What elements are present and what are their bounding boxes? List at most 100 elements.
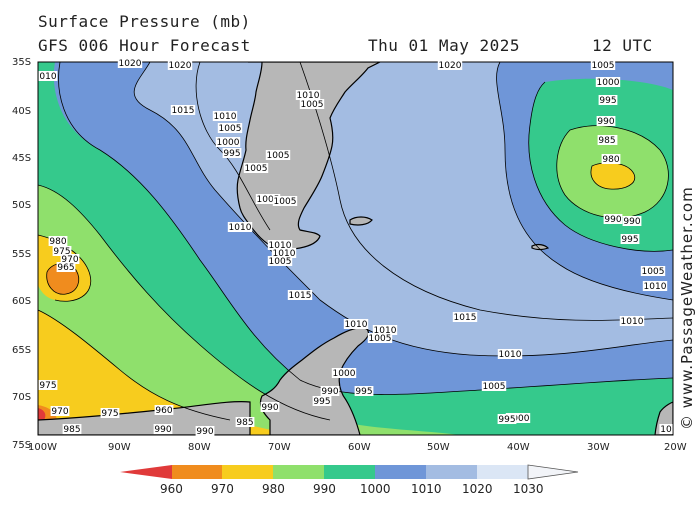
isobar-label-box xyxy=(222,148,242,158)
isobar-label-box xyxy=(595,77,621,87)
lat-tick-label: 45S xyxy=(12,153,31,164)
isobar-label-box xyxy=(260,402,280,412)
isobar-label: 1015 xyxy=(289,291,312,301)
isobar-label-box xyxy=(619,316,645,326)
isobar-label-box xyxy=(272,196,298,206)
isobar-label-box xyxy=(48,236,68,246)
legend-label: 970 xyxy=(211,482,234,496)
region-970-980 xyxy=(38,310,300,435)
lon-tick-label: 100W xyxy=(28,442,57,453)
legend-label: 1010 xyxy=(411,482,442,496)
forecast-hour: 12 UTC xyxy=(592,36,653,55)
isobar-label: 1000 xyxy=(217,138,240,148)
isobar-label: 1015 xyxy=(454,313,477,323)
isobar-label: 960 xyxy=(155,406,172,416)
isobar-line xyxy=(556,125,669,219)
lat-tick-label: 65S xyxy=(12,345,31,356)
isobar-label: 995 xyxy=(313,397,330,407)
lat-tick-label: 55S xyxy=(12,249,31,260)
isobar-label-box xyxy=(227,222,253,232)
isobar-label: 1005 xyxy=(642,267,665,277)
isobar-label-box xyxy=(299,99,325,109)
isobar-label-box xyxy=(287,290,313,300)
lat-tick-label: 50S xyxy=(12,200,31,211)
legend-color-bar xyxy=(120,464,579,480)
isobar-label-box xyxy=(217,123,243,133)
isobar-line xyxy=(299,62,673,321)
longitude-ticks: 100W 90W 80W 70W 60W 50W 40W 30W 20W xyxy=(28,442,687,453)
isobar-label: 985 xyxy=(236,418,253,428)
isobar-label: 10 xyxy=(660,425,672,435)
isobar-label: 1020 xyxy=(439,61,462,71)
isobar-label-box xyxy=(60,254,80,264)
isobar-label-box xyxy=(640,266,666,276)
legend-swatch-1020 xyxy=(477,465,528,479)
legend-swatch-990 xyxy=(324,465,375,479)
isobar-label: 1010 xyxy=(273,249,296,259)
isobar-label: 990 xyxy=(196,427,213,437)
lon-tick-label: 90W xyxy=(108,442,131,453)
lon-tick-label: 60W xyxy=(348,442,371,453)
region-below-960 xyxy=(38,408,46,420)
antarctic-peninsula-land xyxy=(259,327,370,435)
lon-tick-label: 80W xyxy=(188,442,211,453)
map-title: Surface Pressure (mb) xyxy=(38,12,251,31)
isobar-label: 975 xyxy=(53,247,70,257)
isobar-label-box xyxy=(215,137,241,147)
isobar-label: 990 xyxy=(623,217,640,227)
isobar-label-box xyxy=(255,194,281,204)
isobar-label: 995 xyxy=(355,387,372,397)
isobar-label: 1010 xyxy=(214,112,237,122)
isobar-label-box xyxy=(167,60,193,70)
isobar-label: 1010 xyxy=(621,317,644,327)
isobar-label: 1005 xyxy=(592,61,615,71)
lat-tick-label: 60S xyxy=(12,296,31,307)
legend-label: 990 xyxy=(313,482,336,496)
legend-swatch-above-1030 xyxy=(527,464,579,480)
isobar-label-box xyxy=(620,234,640,244)
lon-tick-label: 40W xyxy=(507,442,530,453)
isobar-label-box xyxy=(497,414,517,424)
isobar-label-box xyxy=(372,325,398,335)
isobar-label: 995 xyxy=(223,149,240,159)
isobar-label-box xyxy=(367,333,393,343)
isobar-line xyxy=(496,62,673,301)
isobar-label-box xyxy=(331,368,357,378)
isobar-label-box xyxy=(38,71,58,81)
isobar-label: 990 xyxy=(597,117,614,127)
isobar-label: 995 xyxy=(498,415,515,425)
forecast-subtitle: GFS 006 Hour Forecast xyxy=(38,36,251,55)
forecast-date: Thu 01 May 2025 xyxy=(368,36,520,55)
legend-swatch-below-960 xyxy=(120,465,172,479)
isobar-label-box xyxy=(56,262,76,272)
isobar-label-box xyxy=(153,424,173,434)
isobar-line xyxy=(38,184,331,421)
isobar-label-box xyxy=(212,111,238,121)
isobar-label-box xyxy=(170,105,196,115)
pressure-color-legend: 960 970 980 990 1000 1010 1020 1030 xyxy=(120,464,579,496)
isobar-label: 980 xyxy=(602,155,619,165)
latitude-ticks: 35S 40S 45S 50S 55S 60S 65S 70S 75S xyxy=(12,57,31,451)
isobar-label: 1020 xyxy=(169,61,192,71)
isobar-label: 970 xyxy=(61,255,78,265)
region-980-990 xyxy=(38,185,460,435)
isobar-label: 1010 xyxy=(374,326,397,336)
isobar-label: 1005 xyxy=(301,100,324,110)
isobar-label-box xyxy=(267,256,293,266)
legend-label: 1000 xyxy=(360,482,391,496)
isobar-label-box xyxy=(312,396,332,406)
isobar-label: 1005 xyxy=(245,164,268,174)
isobar-label-box xyxy=(437,60,463,70)
isobar-label: 990 xyxy=(154,425,171,435)
isobar-label: 1010 xyxy=(297,91,320,101)
isobar-label-box xyxy=(50,406,70,416)
isobar-line xyxy=(133,62,673,357)
isobar-label-box xyxy=(452,312,478,322)
isobar-line xyxy=(38,309,231,421)
legend-swatch-980 xyxy=(273,465,324,479)
lat-tick-label: 75S xyxy=(12,440,31,451)
isobar-label: 1010 xyxy=(229,223,252,233)
isobar-label: 1005 xyxy=(369,334,392,344)
lat-tick-label: 35S xyxy=(12,57,31,68)
isobar-label: 1005 xyxy=(269,257,292,267)
